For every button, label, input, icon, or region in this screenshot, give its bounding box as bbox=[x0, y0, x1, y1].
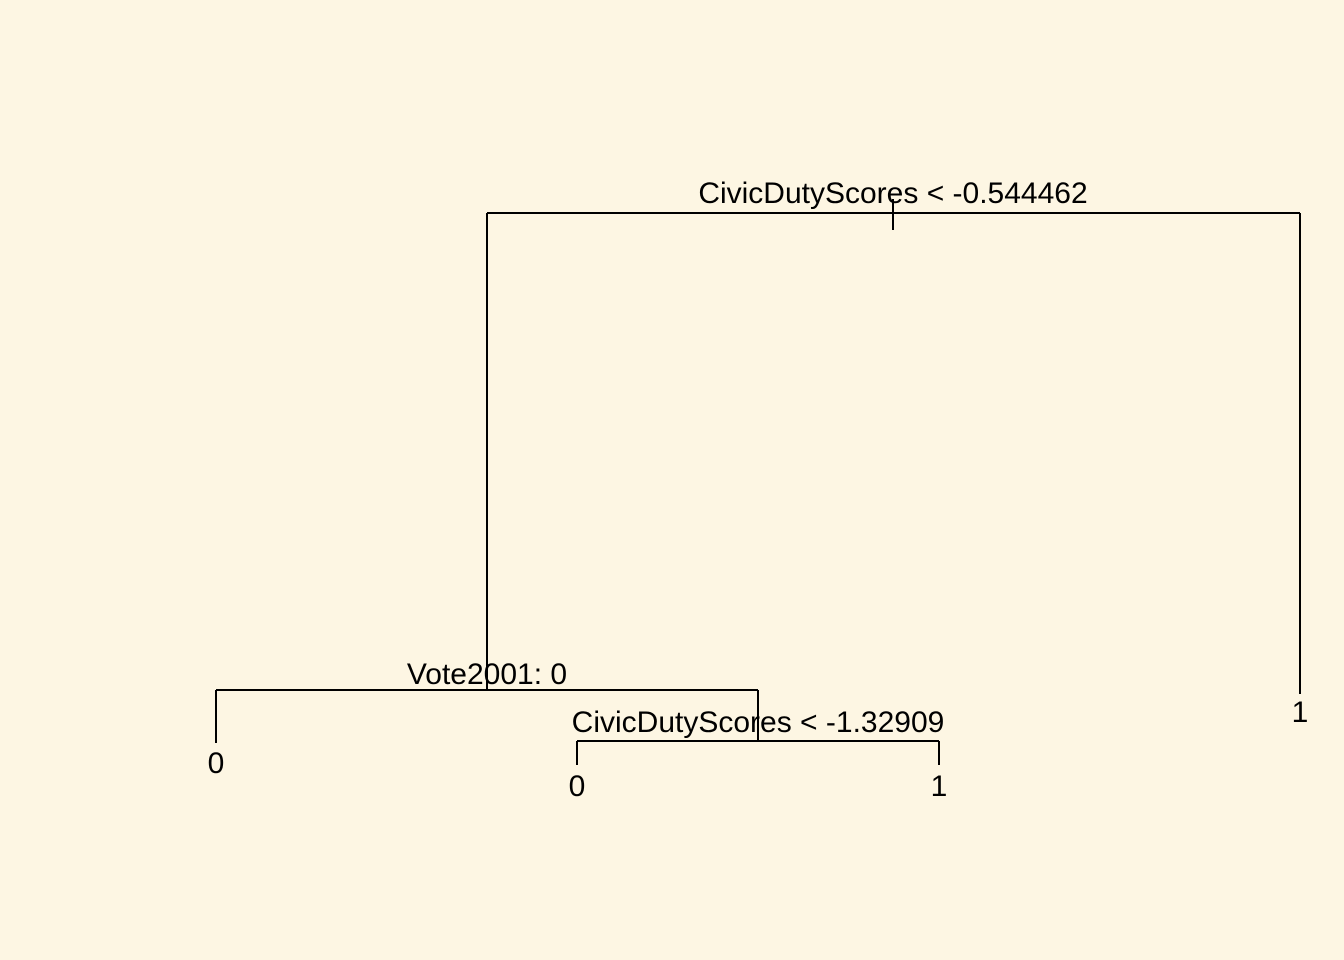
civicduty-second-split-node: CivicDutyScores < -1.32909 bbox=[572, 706, 945, 765]
root-split-label: CivicDutyScores < -0.544462 bbox=[698, 177, 1087, 210]
civicduty-second-split-label: CivicDutyScores < -1.32909 bbox=[572, 706, 945, 739]
leaf-root-right-label: 1 bbox=[1292, 696, 1309, 729]
vote2001-split-label: Vote2001: 0 bbox=[407, 658, 567, 691]
leaf-civicduty-second-right-label: 1 bbox=[931, 770, 948, 803]
vote2001-split-node: Vote2001: 0 bbox=[215, 658, 759, 743]
root-split-node: CivicDutyScores < -0.544462 bbox=[486, 177, 1301, 694]
leaf-civicduty-second-left-label: 0 bbox=[569, 770, 586, 803]
leaf-vote2001-left-label: 0 bbox=[208, 747, 225, 780]
